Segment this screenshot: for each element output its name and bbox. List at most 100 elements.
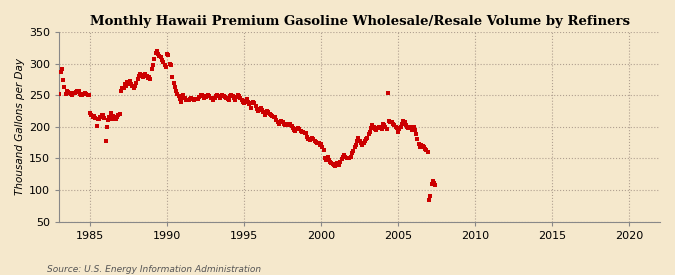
Point — [59, 85, 70, 89]
Point — [266, 113, 277, 118]
Point — [203, 93, 214, 97]
Point — [57, 67, 68, 72]
Point — [242, 97, 252, 101]
Point — [171, 89, 182, 93]
Point — [99, 116, 110, 120]
Point — [272, 120, 283, 125]
Point — [73, 89, 84, 94]
Point — [199, 96, 210, 101]
Point — [94, 117, 105, 122]
Point — [165, 63, 176, 67]
Point — [217, 93, 227, 97]
Point — [80, 91, 90, 95]
Point — [383, 91, 394, 95]
Point — [282, 122, 293, 126]
Point — [275, 120, 286, 125]
Point — [346, 151, 357, 156]
Point — [91, 123, 102, 128]
Point — [163, 53, 173, 57]
Point — [195, 92, 206, 97]
Point — [212, 92, 223, 97]
Point — [226, 92, 237, 97]
Point — [109, 115, 120, 120]
Point — [424, 197, 435, 202]
Point — [399, 120, 410, 125]
Point — [87, 115, 98, 120]
Point — [346, 155, 356, 160]
Point — [225, 94, 236, 99]
Point — [319, 156, 330, 161]
Point — [238, 100, 248, 104]
Point — [410, 128, 421, 132]
Point — [379, 123, 389, 127]
Point — [205, 95, 216, 100]
Point — [81, 92, 92, 96]
Point — [285, 122, 296, 126]
Point — [167, 75, 178, 80]
Point — [254, 107, 265, 111]
Point — [146, 67, 157, 72]
Point — [77, 93, 88, 97]
Point — [420, 147, 431, 151]
Point — [159, 63, 170, 67]
Point — [138, 73, 149, 78]
Point — [230, 98, 240, 103]
Point — [407, 128, 418, 132]
Point — [380, 125, 391, 129]
Point — [175, 97, 186, 101]
Point — [236, 98, 247, 103]
Point — [253, 109, 264, 113]
Point — [111, 117, 122, 122]
Point — [204, 94, 215, 99]
Point — [299, 131, 310, 135]
Point — [223, 97, 234, 102]
Point — [176, 99, 187, 104]
Point — [150, 51, 161, 56]
Point — [423, 150, 433, 154]
Point — [103, 118, 113, 122]
Point — [325, 160, 335, 164]
Point — [427, 179, 438, 183]
Point — [218, 94, 229, 98]
Point — [349, 145, 360, 149]
Point — [317, 145, 328, 149]
Point — [97, 113, 108, 118]
Point — [286, 124, 297, 128]
Point — [400, 123, 411, 127]
Text: Source: U.S. Energy Information Administration: Source: U.S. Energy Information Administ… — [47, 265, 261, 274]
Point — [200, 95, 211, 99]
Point — [385, 120, 396, 124]
Point — [344, 156, 355, 161]
Point — [232, 93, 243, 97]
Point — [356, 141, 367, 145]
Point — [333, 163, 344, 168]
Point — [209, 95, 220, 100]
Point — [421, 148, 432, 152]
Point — [305, 137, 316, 142]
Point — [72, 89, 83, 93]
Point — [267, 114, 277, 118]
Point — [363, 132, 374, 137]
Point — [117, 86, 128, 90]
Point — [416, 142, 427, 147]
Point — [180, 96, 190, 101]
Point — [315, 142, 325, 147]
Point — [157, 58, 167, 63]
Point — [131, 80, 142, 85]
Point — [181, 97, 192, 102]
Point — [300, 131, 311, 135]
Point — [161, 65, 171, 69]
Point — [426, 182, 437, 186]
Point — [248, 99, 259, 104]
Point — [408, 125, 419, 129]
Point — [182, 97, 193, 102]
Point — [67, 92, 78, 97]
Point — [92, 116, 103, 121]
Point — [362, 135, 373, 140]
Point — [307, 136, 318, 141]
Point — [211, 94, 221, 98]
Point — [343, 156, 354, 161]
Point — [76, 92, 86, 97]
Point — [271, 118, 281, 122]
Point — [215, 95, 225, 100]
